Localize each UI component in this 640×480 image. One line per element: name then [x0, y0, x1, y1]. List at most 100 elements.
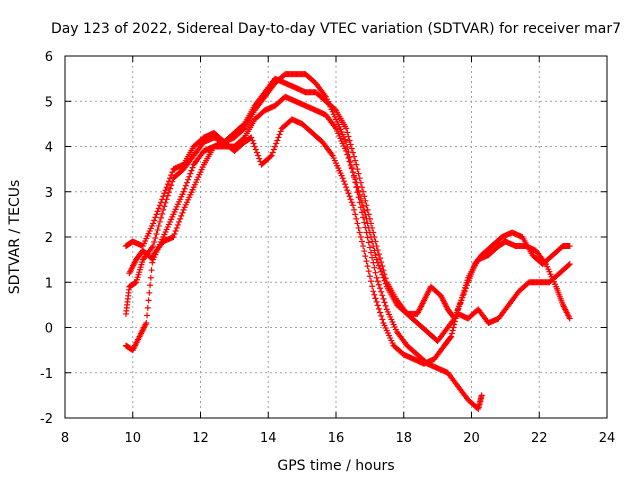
- data-point-marker: [365, 239, 372, 246]
- x-tick-label: 24: [599, 431, 616, 446]
- data-point-marker: [162, 199, 169, 206]
- data-point-marker: [363, 258, 370, 265]
- data-point-marker: [342, 181, 349, 188]
- x-tick-label: 20: [463, 431, 480, 446]
- data-point-marker: [165, 189, 172, 196]
- data-point-marker: [380, 295, 387, 302]
- data-point-marker: [344, 151, 351, 158]
- data-point-marker: [369, 254, 376, 261]
- data-point-marker: [375, 251, 382, 258]
- data-point-marker: [365, 211, 372, 218]
- data-point-marker: [373, 256, 380, 263]
- data-point-marker: [355, 187, 362, 194]
- data-point-marker: [343, 125, 350, 132]
- data-point-marker: [268, 152, 275, 159]
- data-point-marker: [272, 143, 279, 150]
- data-point-marker: [147, 274, 154, 281]
- data-point-marker: [251, 143, 258, 150]
- data-marks: [122, 71, 573, 412]
- data-point-marker: [148, 267, 155, 274]
- data-point-marker: [355, 224, 362, 231]
- data-point-marker: [372, 238, 379, 245]
- data-point-marker: [161, 203, 168, 210]
- data-point-marker: [447, 334, 454, 341]
- data-point-marker: [349, 169, 356, 176]
- x-axis-label: GPS time / hours: [277, 458, 394, 474]
- data-point-marker: [565, 262, 572, 269]
- data-point-marker: [361, 193, 368, 200]
- x-tick-label: 22: [531, 431, 548, 446]
- data-point-marker: [360, 188, 367, 195]
- data-point-marker: [253, 149, 260, 156]
- data-point-marker: [358, 199, 365, 206]
- data-point-marker: [349, 202, 356, 209]
- data-point-marker: [372, 295, 379, 302]
- data-point-marker: [346, 137, 353, 144]
- data-point-marker: [150, 220, 157, 227]
- data-point-marker: [381, 299, 388, 306]
- data-point-marker: [345, 155, 352, 162]
- data-point-marker: [156, 218, 163, 225]
- data-point-marker: [357, 179, 364, 186]
- data-point-marker: [381, 271, 388, 278]
- data-point-marker: [378, 288, 385, 295]
- data-point-marker: [155, 222, 162, 229]
- data-point-marker: [366, 244, 373, 251]
- data-point-marker: [169, 178, 176, 185]
- data-point-marker: [188, 167, 195, 174]
- data-point-marker: [378, 312, 385, 319]
- data-point-marker: [250, 140, 257, 147]
- y-tick-label: 2: [45, 231, 53, 246]
- data-point-marker: [374, 247, 381, 254]
- y-tick-label: -1: [40, 367, 53, 382]
- data-point-marker: [339, 175, 346, 182]
- data-point-marker: [187, 170, 194, 177]
- series-track-d: [122, 75, 573, 322]
- data-point-marker: [240, 121, 247, 128]
- data-point-marker: [153, 230, 160, 237]
- data-point-marker: [366, 273, 373, 280]
- data-point-marker: [343, 184, 350, 191]
- data-point-marker: [363, 202, 370, 209]
- data-point-marker: [358, 184, 365, 191]
- data-point-marker: [353, 161, 360, 168]
- data-point-marker: [379, 316, 386, 323]
- data-point-marker: [375, 305, 382, 312]
- data-point-marker: [362, 197, 369, 204]
- data-point-marker: [353, 215, 360, 222]
- data-point-marker: [345, 190, 352, 197]
- data-point-marker: [351, 153, 358, 160]
- data-point-marker: [361, 219, 368, 226]
- chart-title: Day 123 of 2022, Sidereal Day-to-day VTE…: [51, 21, 621, 37]
- data-point-marker: [171, 230, 178, 237]
- data-point-marker: [348, 165, 355, 172]
- data-point-marker: [354, 166, 361, 173]
- data-point-marker: [346, 158, 353, 165]
- data-point-marker: [179, 209, 186, 216]
- data-point-marker: [351, 172, 358, 179]
- data-point-marker: [371, 291, 378, 298]
- data-point-marker: [182, 182, 189, 189]
- data-point-marker: [352, 176, 359, 183]
- data-point-marker: [449, 327, 456, 334]
- x-tick-label: 18: [395, 431, 412, 446]
- data-point-marker: [144, 312, 151, 319]
- data-point-marker: [172, 227, 179, 234]
- data-point-marker: [152, 235, 159, 242]
- data-point-marker: [374, 278, 381, 285]
- data-point-marker: [276, 131, 283, 138]
- data-point-marker: [180, 188, 187, 195]
- data-point-marker: [360, 243, 367, 250]
- data-point-marker: [351, 206, 358, 213]
- data-point-marker: [377, 309, 384, 316]
- data-point-marker: [169, 169, 176, 176]
- data-point-marker: [345, 133, 352, 140]
- data-point-marker: [368, 249, 375, 256]
- data-point-marker: [371, 234, 378, 240]
- data-point-marker: [156, 202, 163, 209]
- data-point-marker: [144, 304, 151, 311]
- data-point-marker: [373, 298, 380, 305]
- data-point-marker: [364, 206, 371, 213]
- data-point-marker: [357, 195, 364, 202]
